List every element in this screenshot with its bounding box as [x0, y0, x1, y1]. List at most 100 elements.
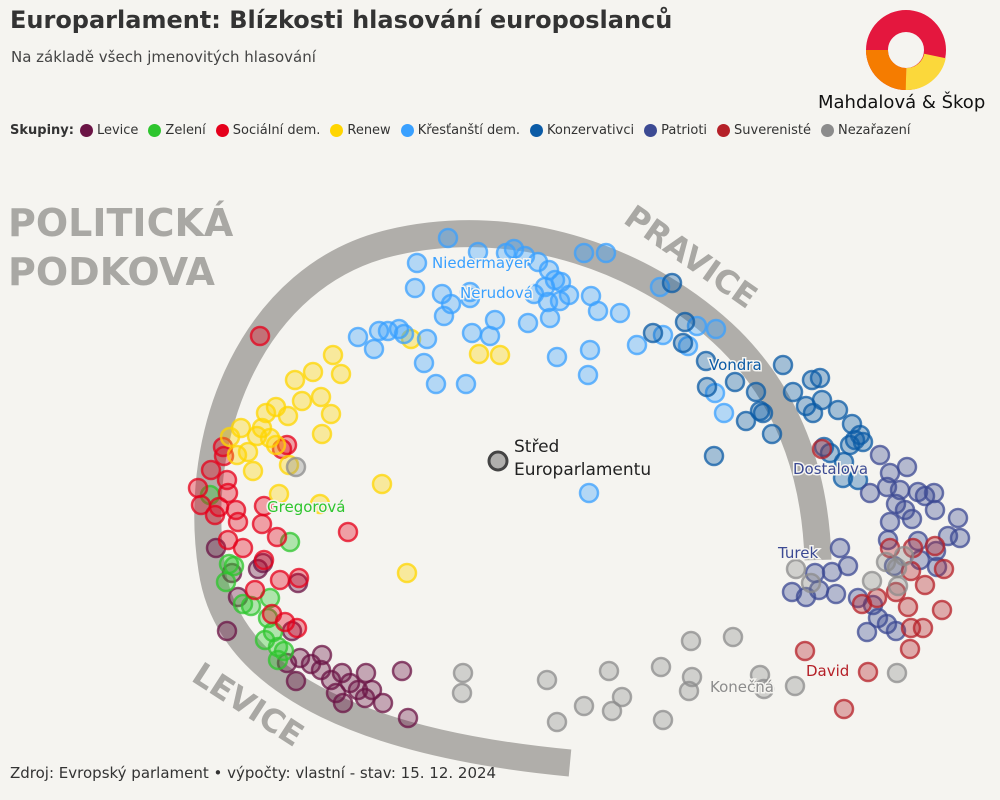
mep-point[interactable] [467, 241, 489, 263]
mep-point[interactable] [897, 596, 919, 618]
mep-point[interactable] [489, 344, 511, 366]
mep-point[interactable] [255, 402, 277, 424]
mep-point[interactable] [752, 402, 774, 424]
mep-point[interactable] [672, 332, 694, 354]
mep-point[interactable] [579, 339, 601, 361]
mep-point[interactable] [237, 441, 259, 463]
mep-point[interactable] [735, 410, 757, 432]
mep-point[interactable] [832, 467, 854, 489]
mep-point[interactable] [772, 354, 794, 376]
mep-point[interactable] [847, 469, 869, 491]
mep-point[interactable] [833, 451, 855, 473]
mep-point[interactable] [347, 326, 369, 348]
mep-point[interactable] [416, 328, 438, 350]
mep-point[interactable] [242, 460, 264, 482]
mep-point[interactable] [286, 617, 308, 639]
mep-point[interactable] [811, 438, 833, 460]
mep-point[interactable] [440, 293, 462, 315]
mep-point[interactable] [267, 636, 289, 658]
mep-point[interactable] [320, 403, 342, 425]
mep-point[interactable] [309, 493, 331, 515]
mep-point[interactable] [393, 323, 415, 345]
mep-point[interactable] [879, 511, 901, 533]
mep-point[interactable] [674, 311, 696, 333]
mep-point[interactable] [869, 444, 891, 466]
mep-point[interactable] [355, 662, 377, 684]
mep-point[interactable] [886, 662, 908, 684]
mep-point[interactable] [573, 242, 595, 264]
mep-point[interactable] [208, 496, 230, 518]
mep-point[interactable] [425, 373, 447, 395]
mep-point[interactable] [265, 434, 287, 456]
mep-point[interactable] [611, 686, 633, 708]
mep-point[interactable] [459, 287, 481, 309]
mep-point[interactable] [404, 277, 426, 299]
mep-point[interactable] [649, 276, 671, 298]
mep-point[interactable] [626, 334, 648, 356]
mep-point[interactable] [261, 603, 283, 625]
mep-point[interactable] [310, 386, 332, 408]
mep-point[interactable] [876, 476, 898, 498]
mep-point[interactable] [931, 599, 953, 621]
mep-point[interactable] [587, 300, 609, 322]
mep-point[interactable] [800, 572, 822, 594]
mep-point[interactable] [696, 376, 718, 398]
mep-point[interactable] [609, 302, 631, 324]
mep-point[interactable] [578, 482, 600, 504]
mep-point[interactable] [251, 513, 273, 535]
mep-point[interactable] [784, 675, 806, 697]
mep-point[interactable] [861, 570, 883, 592]
mep-point[interactable] [680, 630, 702, 652]
mep-point[interactable] [782, 381, 804, 403]
mep-point[interactable] [933, 558, 955, 580]
mep-point[interactable] [949, 527, 971, 549]
mep-point[interactable] [844, 429, 866, 451]
mep-point[interactable] [894, 499, 916, 521]
mep-point[interactable] [311, 423, 333, 445]
mep-point[interactable] [875, 551, 897, 573]
mep-point[interactable] [451, 682, 473, 704]
mep-point[interactable] [809, 367, 831, 389]
mep-point[interactable] [372, 692, 394, 714]
mep-point[interactable] [284, 369, 306, 391]
mep-point[interactable] [595, 242, 617, 264]
mep-point[interactable] [468, 343, 490, 365]
mep-point[interactable] [361, 679, 383, 701]
mep-point[interactable] [536, 669, 558, 691]
mep-point[interactable] [851, 593, 873, 615]
mep-point[interactable] [265, 396, 287, 418]
mep-point[interactable] [686, 315, 708, 337]
mep-point[interactable] [724, 371, 746, 393]
mep-point[interactable] [652, 709, 674, 731]
mep-point[interactable] [601, 700, 623, 722]
mep-point[interactable] [363, 338, 385, 360]
mep-point[interactable] [857, 661, 879, 683]
mep-point[interactable] [249, 325, 271, 347]
mep-point[interactable] [371, 473, 393, 495]
mep-point[interactable] [330, 363, 352, 385]
mep-point[interactable] [406, 252, 428, 274]
mep-point[interactable] [523, 283, 545, 305]
mep-point[interactable] [825, 583, 847, 605]
mep-point[interactable] [459, 281, 481, 303]
mep-point[interactable] [544, 269, 566, 291]
mep-point[interactable] [232, 593, 254, 615]
mep-point[interactable] [722, 626, 744, 648]
mep-point[interactable] [217, 482, 239, 504]
mep-point[interactable] [331, 662, 353, 684]
mep-point[interactable] [187, 477, 209, 499]
mep-point[interactable] [397, 707, 419, 729]
mep-point[interactable] [461, 322, 483, 344]
mep-point[interactable] [761, 423, 783, 445]
mep-point[interactable] [268, 483, 290, 505]
mep-point[interactable] [455, 373, 477, 395]
mep-point[interactable] [332, 692, 354, 714]
mep-point[interactable] [753, 678, 775, 700]
mep-point[interactable] [549, 290, 571, 312]
mep-point[interactable] [322, 344, 344, 366]
mep-point[interactable] [479, 325, 501, 347]
mep-point[interactable] [896, 456, 918, 478]
mep-point[interactable] [539, 307, 561, 329]
mep-point[interactable] [827, 399, 849, 421]
mep-point[interactable] [703, 445, 725, 467]
